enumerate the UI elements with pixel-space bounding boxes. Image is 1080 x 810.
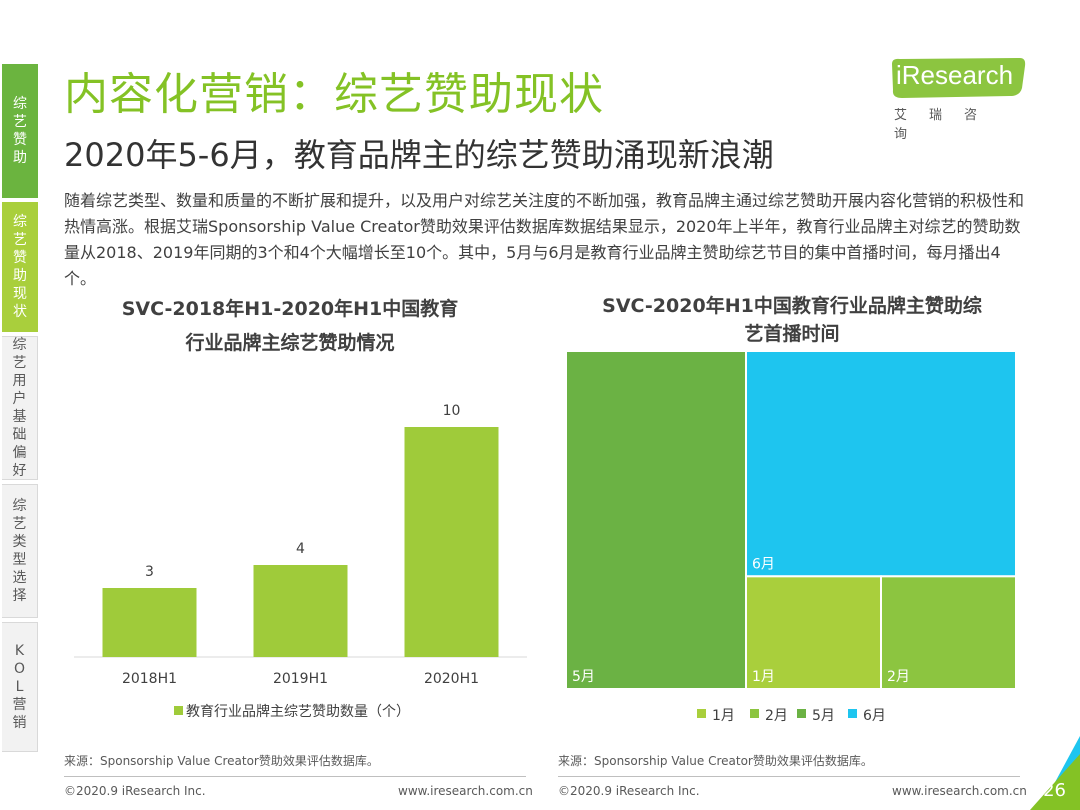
sidebar-tab-label: 综艺赞助 [13, 96, 27, 166]
legend-label: 1月 [712, 708, 735, 724]
website-left: www.iresearch.com.cn [398, 784, 533, 798]
footer-divider-right [558, 776, 1020, 777]
legend-swatch [697, 709, 706, 718]
treemap-title: SVC-2020年H1中国教育行业品牌主赞助综 艺首播时间 [570, 292, 1014, 348]
bar [253, 565, 348, 657]
treemap-title-line: 艺首播时间 [744, 323, 840, 345]
footer-divider-left [64, 776, 526, 777]
sidebar-tab-user-preference[interactable]: 综艺用户基础偏好 [2, 336, 38, 480]
page-title: 内容化营销：综艺赞助现状 [64, 69, 604, 120]
sidebar-tab-label: 综艺类型选择 [12, 498, 27, 604]
x-tick-label: 2018H1 [122, 671, 177, 687]
treemap-cell-label: 6月 [752, 556, 775, 572]
treemap-cell [565, 350, 747, 690]
bar-chart-title-line: SVC-2018年H1-2020年H1中国教育 [121, 298, 459, 320]
source-note-left: 来源：Sponsorship Value Creator赞助效果评估数据库。 [64, 754, 379, 768]
bar-value-label: 10 [443, 403, 461, 419]
treemap-cell-label: 2月 [887, 669, 910, 685]
treemap-cell-label: 5月 [572, 669, 595, 685]
sidebar-tab-label: 综艺赞助现状 [13, 214, 27, 320]
treemap-cell-label: 1月 [752, 669, 775, 685]
legend-label: 教育行业品牌主综艺赞助数量（个） [186, 703, 410, 720]
bar [404, 427, 499, 657]
treemap-cell [745, 575, 882, 690]
logo-badge [892, 58, 1026, 98]
legend-label: 5月 [812, 708, 835, 724]
page-number: 26 [1043, 780, 1066, 801]
bar-chart-title: SVC-2018年H1-2020年H1中国教育 行业品牌主综艺赞助情况 [90, 292, 490, 360]
x-tick-label: 2020H1 [424, 671, 479, 687]
legend-swatch [848, 709, 857, 718]
source-note-right: 来源：Sponsorship Value Creator赞助效果评估数据库。 [558, 754, 873, 768]
intro-paragraph: 随着综艺类型、数量和质量的不断扩展和提升，以及用户对综艺关注度的不断加强，教育品… [64, 191, 1025, 288]
bar [102, 588, 197, 657]
sidebar-tab-type-selection[interactable]: 综艺类型选择 [2, 484, 38, 618]
sidebar-tab-variety-sponsorship[interactable]: 综艺赞助 [2, 64, 38, 198]
iresearch-logo: iResearch 艾瑞咨询 [892, 58, 1032, 142]
bar-chart-title-line: 行业品牌主综艺赞助情况 [185, 332, 395, 354]
legend-swatch [174, 706, 183, 715]
page-subtitle: 2020年5-6月，教育品牌主的综艺赞助涌现新浪潮 [64, 136, 774, 174]
legend-label: 6月 [863, 708, 886, 724]
treemap-cell [745, 350, 1017, 578]
bar-value-label: 4 [296, 541, 305, 557]
logo-wordmark: iResearch [896, 60, 1014, 90]
treemap-title-line: SVC-2020年H1中国教育行业品牌主赞助综 [602, 295, 982, 317]
copyright-left: ©2020.9 iResearch Inc. [64, 784, 206, 798]
x-tick-label: 2019H1 [273, 671, 328, 687]
legend-label: 2月 [765, 708, 788, 724]
treemap-cell [880, 575, 1017, 690]
legend-swatch [750, 709, 759, 718]
sidebar-tab-sponsorship-status[interactable]: 综艺赞助现状 [2, 202, 38, 332]
website-right: www.iresearch.com.cn [892, 784, 1027, 798]
logo-chinese-name: 艾瑞咨询 [894, 108, 1000, 142]
sidebar-tab-label: 综艺用户基础偏好 [12, 337, 27, 479]
legend-swatch [797, 709, 806, 718]
bar-value-label: 3 [145, 564, 154, 580]
copyright-right: ©2020.9 iResearch Inc. [558, 784, 700, 798]
